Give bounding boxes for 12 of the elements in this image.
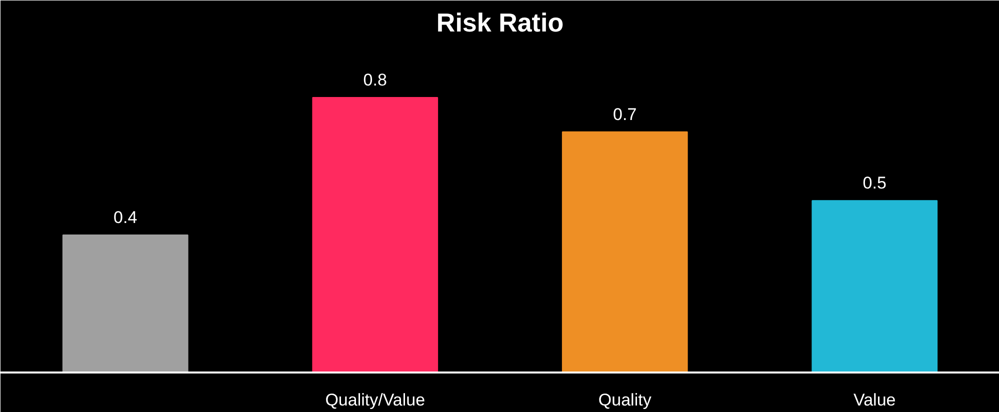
bar (312, 97, 438, 372)
data-label: 0.8 (363, 70, 387, 90)
x-tick-label: Quality (598, 390, 652, 410)
bar (562, 131, 688, 372)
bar (62, 234, 188, 372)
bar (812, 200, 938, 372)
x-tick-label: Quality/Value (325, 390, 426, 410)
chart-title: Risk Ratio (436, 8, 564, 38)
data-label: 0.7 (613, 104, 637, 124)
data-label: 0.5 (862, 174, 886, 193)
data-label: 0.4 (114, 208, 138, 227)
x-tick-label: Value (854, 390, 896, 410)
